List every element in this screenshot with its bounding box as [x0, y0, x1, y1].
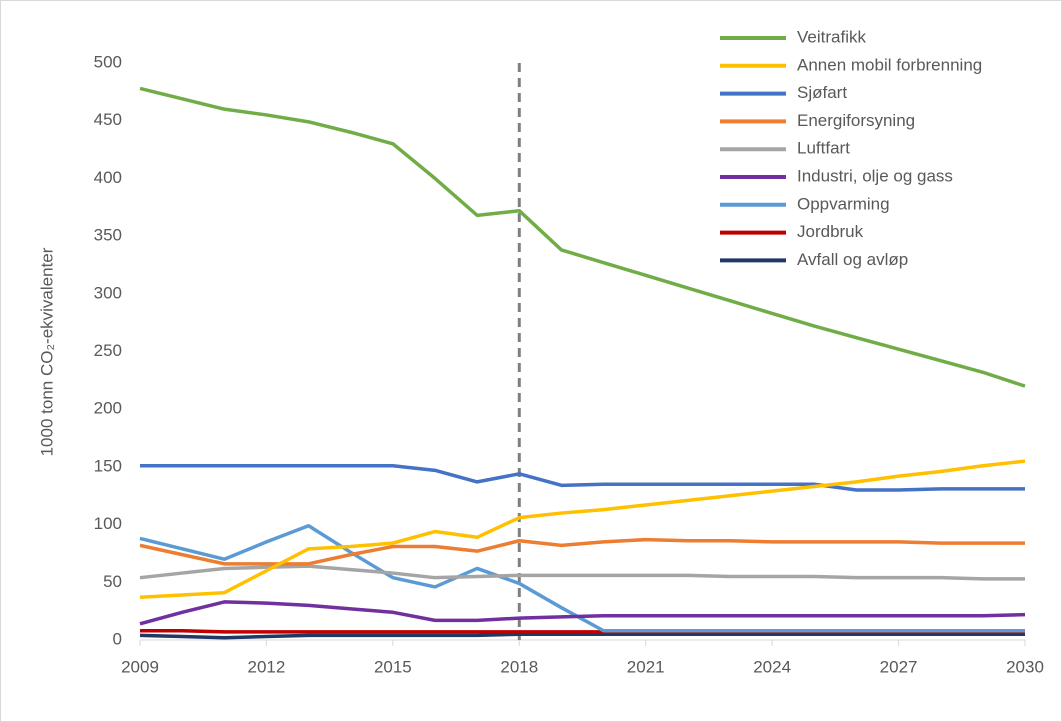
x-tick-label: 2024 — [753, 657, 791, 676]
series-line — [139, 600, 1026, 626]
y-tick-label: 100 — [94, 514, 122, 533]
x-tick-label: 2012 — [248, 657, 286, 676]
x-tick-label: 2027 — [880, 657, 918, 676]
legend-label: Jordbruk — [797, 222, 864, 241]
y-tick-label: 450 — [94, 110, 122, 129]
legend-label: Annen mobil forbrenning — [797, 55, 982, 74]
x-tick-label: 2009 — [121, 657, 159, 676]
y-tick-label: 500 — [94, 52, 122, 71]
series-line — [139, 564, 1025, 581]
y-axis-label: 1000 tonn CO₂-ekvivalenter — [37, 247, 56, 456]
y-tick-label: 200 — [94, 399, 122, 418]
series-line — [140, 463, 1025, 492]
x-tick-label: 2021 — [627, 657, 665, 676]
y-tick-label: 350 — [94, 226, 122, 245]
legend-label: Veitrafikk — [797, 27, 866, 46]
legend-label: Sjøfart — [797, 83, 847, 102]
series-line — [139, 632, 1025, 640]
legend-label: Industri, olje og gass — [797, 166, 953, 185]
legend-label: Oppvarming — [797, 194, 890, 213]
y-tick-label: 50 — [103, 572, 122, 591]
legend-label: Luftfart — [797, 139, 850, 158]
legend-label: Energiforsyning — [797, 111, 915, 130]
series-line — [139, 86, 1026, 388]
series-line — [139, 537, 1025, 566]
x-tick-label: 2015 — [374, 657, 412, 676]
x-tick-label: 2030 — [1006, 657, 1044, 676]
series-line — [139, 524, 1025, 633]
y-tick-label: 300 — [94, 283, 122, 302]
legend-label: Avfall og avløp — [797, 250, 908, 269]
series-line — [139, 459, 1026, 600]
y-tick-label: 250 — [94, 341, 122, 360]
y-tick-label: 150 — [94, 456, 122, 475]
x-tick-label: 2018 — [500, 657, 538, 676]
y-tick-label: 400 — [94, 168, 122, 187]
y-tick-label: 0 — [113, 629, 122, 648]
